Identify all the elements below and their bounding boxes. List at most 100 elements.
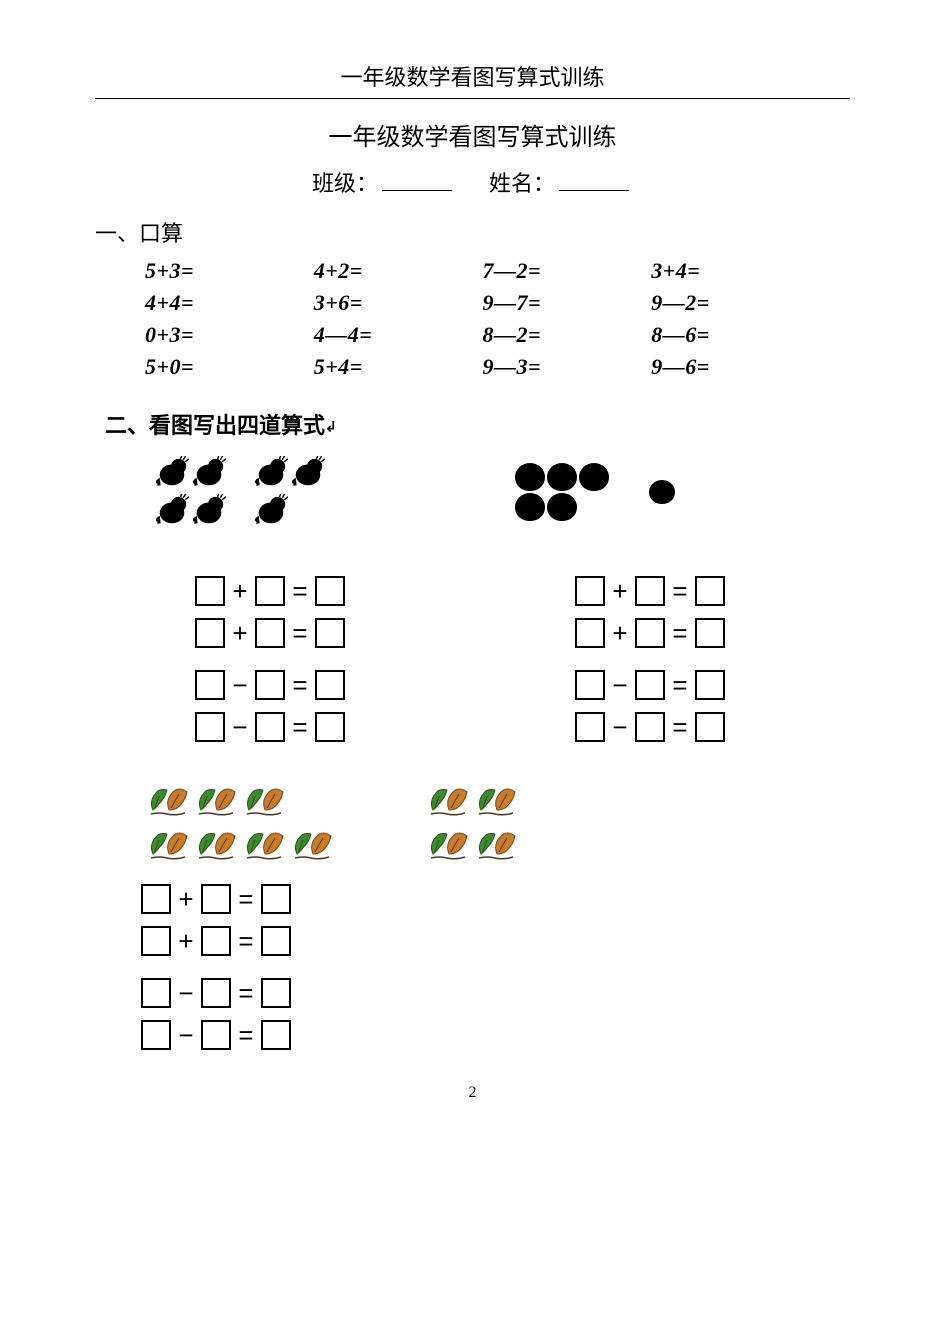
- answer-box[interactable]: [315, 576, 345, 606]
- answer-box[interactable]: [195, 576, 225, 606]
- math-problem: 3+6=: [314, 290, 483, 316]
- answer-box[interactable]: [315, 618, 345, 648]
- answer-box[interactable]: [635, 670, 665, 700]
- ball-icon: [515, 493, 545, 521]
- leaf-icon: [145, 824, 191, 864]
- ball-icon: [515, 463, 545, 491]
- figure-row-1: [95, 456, 850, 528]
- ball-icon: [579, 463, 609, 491]
- equation-line: +=: [141, 880, 850, 918]
- math-problem: 5+4=: [314, 354, 483, 380]
- math-problem: 9—6=: [651, 354, 820, 380]
- equation-line: +=: [195, 614, 345, 652]
- answer-box[interactable]: [695, 618, 725, 648]
- equation-line: −=: [575, 666, 725, 704]
- worksheet-title: 一年级数学看图写算式训练: [95, 117, 850, 152]
- ball-icon: [649, 480, 675, 504]
- leaf-icon: [473, 780, 519, 820]
- math-problem: 8—2=: [483, 322, 652, 348]
- leaf-icon: [425, 780, 471, 820]
- page-number: 2: [95, 1084, 850, 1102]
- chick-icon: [155, 494, 189, 528]
- chick-icon: [254, 494, 288, 528]
- answer-box[interactable]: [261, 884, 291, 914]
- answer-box[interactable]: [315, 712, 345, 742]
- answer-box[interactable]: [261, 978, 291, 1008]
- equation-line: +=: [141, 922, 850, 960]
- answer-box[interactable]: [635, 618, 665, 648]
- answer-box[interactable]: [141, 926, 171, 956]
- class-blank[interactable]: [382, 167, 452, 191]
- answer-box[interactable]: [141, 884, 171, 914]
- leaf-icon: [289, 824, 335, 864]
- math-problem: 5+3=: [145, 258, 314, 284]
- answer-box[interactable]: [195, 670, 225, 700]
- answer-box[interactable]: [635, 712, 665, 742]
- answer-box[interactable]: [201, 884, 231, 914]
- answer-box[interactable]: [261, 926, 291, 956]
- answer-box[interactable]: [141, 978, 171, 1008]
- answer-box[interactable]: [261, 1020, 291, 1050]
- answer-box[interactable]: [255, 670, 285, 700]
- student-info-line: 班级： 姓名：: [95, 166, 850, 198]
- leaf-icon: [473, 824, 519, 864]
- math-problem: 9—7=: [483, 290, 652, 316]
- math-problem: 9—3=: [483, 354, 652, 380]
- math-problem: 3+4=: [651, 258, 820, 284]
- answer-box[interactable]: [255, 712, 285, 742]
- ball-group: [515, 456, 675, 528]
- name-blank[interactable]: [559, 167, 629, 191]
- answer-box[interactable]: [695, 712, 725, 742]
- equation-line: −=: [195, 708, 345, 746]
- math-problem: 4+4=: [145, 290, 314, 316]
- answer-box[interactable]: [635, 576, 665, 606]
- answer-box[interactable]: [255, 576, 285, 606]
- figure-row-2: [95, 780, 850, 864]
- answer-box[interactable]: [575, 576, 605, 606]
- leaf-icon: [241, 824, 287, 864]
- answer-box[interactable]: [575, 712, 605, 742]
- equation-row-1: += += −= −= += += −= −=: [95, 572, 850, 746]
- equation-line: +=: [195, 572, 345, 610]
- equation-row-2: += += −= −=: [95, 880, 850, 1054]
- equation-set: += += −= −=: [575, 572, 725, 746]
- chick-group: [155, 456, 325, 528]
- math-problem: 7—2=: [483, 258, 652, 284]
- equation-line: −=: [195, 666, 345, 704]
- equation-set: += += −= −=: [141, 880, 850, 1054]
- answer-box[interactable]: [255, 618, 285, 648]
- equation-line: −=: [141, 974, 850, 1012]
- answer-box[interactable]: [201, 926, 231, 956]
- section-1-heading: 一、口算: [95, 216, 850, 248]
- equation-line: −=: [575, 708, 725, 746]
- equation-set: += += −= −=: [195, 572, 345, 746]
- math-problem: 9—2=: [651, 290, 820, 316]
- mental-math-grid: 5+3= 4+2= 7—2= 3+4= 4+4= 3+6= 9—7= 9—2= …: [95, 258, 850, 380]
- chick-icon: [192, 456, 226, 490]
- answer-box[interactable]: [141, 1020, 171, 1050]
- chick-icon: [291, 456, 325, 490]
- equation-line: +=: [575, 614, 725, 652]
- header-divider: [95, 98, 850, 99]
- equation-line: −=: [141, 1016, 850, 1054]
- answer-box[interactable]: [201, 1020, 231, 1050]
- answer-box[interactable]: [575, 670, 605, 700]
- chick-icon: [254, 456, 288, 490]
- math-problem: 4+2=: [314, 258, 483, 284]
- answer-box[interactable]: [695, 576, 725, 606]
- answer-box[interactable]: [195, 712, 225, 742]
- answer-box[interactable]: [695, 670, 725, 700]
- math-problem: 8—6=: [651, 322, 820, 348]
- class-label: 班级：: [312, 171, 378, 196]
- section-2-heading: 二、看图写出四道算式↲: [105, 408, 850, 440]
- answer-box[interactable]: [201, 978, 231, 1008]
- leaf-group-right: [425, 780, 519, 864]
- math-problem: 0+3=: [145, 322, 314, 348]
- leaf-icon: [425, 824, 471, 864]
- equation-line: +=: [575, 572, 725, 610]
- chick-icon: [192, 494, 226, 528]
- answer-box[interactable]: [195, 618, 225, 648]
- answer-box[interactable]: [315, 670, 345, 700]
- math-problem: 4—4=: [314, 322, 483, 348]
- answer-box[interactable]: [575, 618, 605, 648]
